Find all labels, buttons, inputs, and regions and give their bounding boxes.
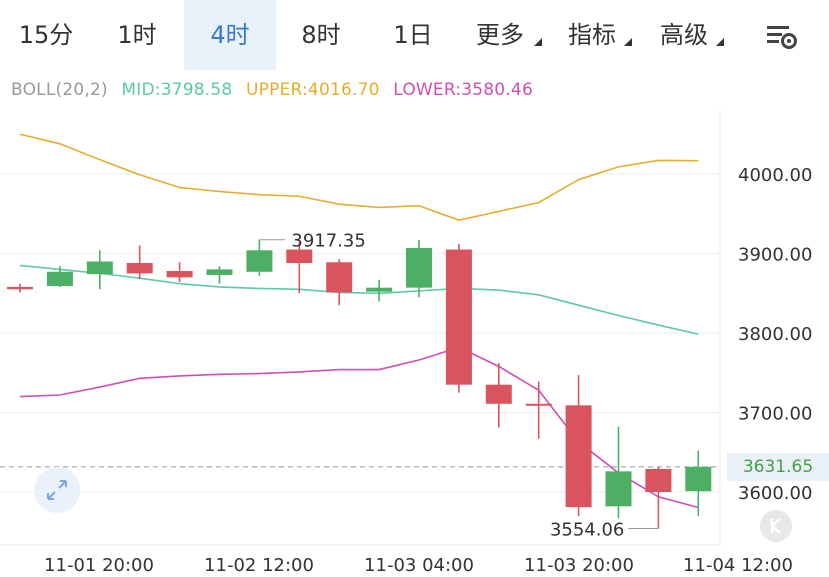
tab-label: 8时 [301,21,341,49]
candle-body [246,250,273,272]
y-tick-label: 3900.00 [738,245,812,266]
current-price-tag: 3631.65 [727,453,829,481]
tab-advanced[interactable]: 高级 [656,0,724,70]
candle-body [565,405,592,508]
x-tick-label: 11-04 12:00 [683,555,793,576]
candle-body [685,466,712,492]
boll-mid-value: MID:3798.58 [121,80,233,100]
candlestick-chart[interactable]: 4000.00 3900.00 3800.00 3700.00 3600.00 11-01… [0,108,829,577]
candle-body [485,384,512,404]
candle-body [286,249,313,264]
dropdown-triangle-icon [716,38,724,46]
tab-label: 更多 [476,21,524,49]
tab-label: 高级 [660,21,708,49]
candle-body [525,403,552,406]
candle-body [645,468,672,492]
tab-4h[interactable]: 4时 [184,0,276,70]
candle-body [126,263,153,274]
tab-8h[interactable]: 8时 [280,0,362,70]
boll-upper-value: UPPER:4016.70 [246,80,380,100]
candle-body [326,262,353,293]
candle-body [166,270,193,278]
candle-body [7,286,33,290]
x-tick-label: 11-03 20:00 [524,555,634,576]
k-line-icon[interactable] [760,510,792,542]
boll-upper-line [19,133,699,221]
expand-arrows-icon[interactable] [34,467,80,513]
y-tick-label: 4000.00 [738,165,812,186]
period-tab-bar: 15分 1时 4时 8时 1日 更多 指标 高级 [0,0,829,70]
candle-body [206,269,233,275]
candle-body [445,249,472,385]
y-tick-label: 3800.00 [738,324,812,345]
boll-lower-line [19,346,699,509]
chart-settings-icon[interactable] [764,18,800,54]
candle-body [86,261,113,275]
tab-label: 4时 [210,21,250,49]
tab-more[interactable]: 更多 [470,0,542,70]
tab-1d[interactable]: 1日 [372,0,454,70]
dropdown-triangle-icon [534,38,542,46]
boll-name: BOLL(20,2) [11,80,108,100]
tab-label: 指标 [568,21,616,49]
tab-label: 1日 [393,21,433,49]
candle-body [366,287,393,292]
x-tick-label: 11-03 04:00 [364,555,474,576]
candle-body [605,471,632,507]
x-tick-label: 11-02 12:00 [204,555,314,576]
low-price-label: 3554.06 [550,520,624,541]
boll-indicator-legend: BOLL(20,2) MID:3798.58 UPPER:4016.70 LOW… [11,80,541,100]
dropdown-triangle-icon [624,38,632,46]
tab-indicators[interactable]: 指标 [564,0,632,70]
tab-1h[interactable]: 1时 [96,0,178,70]
candle-body [46,271,73,287]
y-tick-label: 3700.00 [738,404,812,425]
tab-label: 1时 [117,21,157,49]
high-price-label: 3917.35 [291,231,365,252]
y-tick-label: 3600.00 [738,483,812,504]
tab-label: 15分 [18,21,74,49]
tab-15min[interactable]: 15分 [6,0,86,70]
boll-mid-line [19,264,699,335]
x-tick-label: 11-01 20:00 [44,555,154,576]
boll-lower-value: LOWER:3580.46 [393,80,533,100]
candle-body [406,247,432,288]
